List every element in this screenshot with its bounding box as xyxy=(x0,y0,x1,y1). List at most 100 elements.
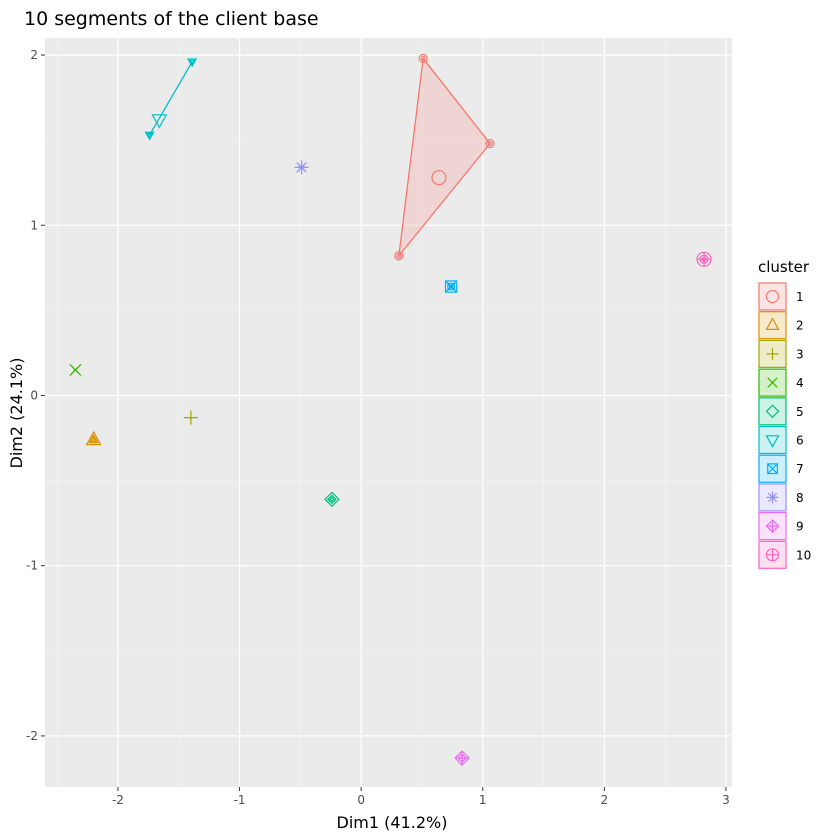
triangle-down-marker xyxy=(144,131,155,141)
legend-label-3: 3 xyxy=(796,347,804,361)
cluster-center-6 xyxy=(151,114,168,129)
legend-label-8: 8 xyxy=(796,491,804,505)
legend-item-8: 8 xyxy=(758,483,804,512)
legend-title: cluster xyxy=(758,258,810,276)
legend-item-3: 3 xyxy=(758,339,804,368)
asterisk-marker xyxy=(766,491,779,504)
circle-marker xyxy=(394,251,404,261)
plus-marker xyxy=(766,347,779,360)
cluster-center-3 xyxy=(183,410,198,425)
x-tick-label: 0 xyxy=(357,793,365,807)
legend-item-7: 7 xyxy=(758,454,804,483)
triangle-down-marker xyxy=(187,58,198,68)
triangle-down-marker xyxy=(189,59,196,66)
square-cross-marker xyxy=(767,463,778,475)
cluster-center-2 xyxy=(85,430,102,446)
square-cross-marker xyxy=(445,280,458,293)
square-cross-marker xyxy=(444,280,458,293)
grid-minor xyxy=(45,38,732,787)
legend-label-2: 2 xyxy=(796,319,804,333)
diamond-marker xyxy=(765,404,780,419)
diamond-plus-marker xyxy=(455,751,470,766)
triangle-marker xyxy=(765,317,780,330)
legend-key-6 xyxy=(758,425,787,455)
data-point-cluster-1 xyxy=(394,251,404,261)
legend-item-5: 5 xyxy=(758,397,804,426)
y-tick-label: 2 xyxy=(30,48,38,62)
legend-item-6: 6 xyxy=(758,425,804,455)
data-point-cluster-6 xyxy=(187,58,198,68)
axis-ticks xyxy=(41,54,727,791)
y-tick-label: -1 xyxy=(26,559,38,573)
cross-marker xyxy=(767,377,778,388)
legend-item-10: 10 xyxy=(758,540,811,569)
cluster-center-10 xyxy=(696,251,712,267)
legend-label-5: 5 xyxy=(796,405,804,419)
data-point-cluster-1 xyxy=(418,53,428,64)
data-point-cluster-1 xyxy=(485,138,495,149)
plot-panel xyxy=(45,38,732,787)
diamond-marker xyxy=(329,496,335,503)
data-point-cluster-5 xyxy=(327,494,337,505)
triangle-marker xyxy=(85,430,102,446)
square-cross-marker xyxy=(448,284,454,289)
cluster-center-5 xyxy=(324,491,340,508)
x-tick-label: -2 xyxy=(112,793,124,807)
x-axis-title: Dim1 (41.2%) xyxy=(337,813,448,832)
tick-labels: -2 -1 0 1 2 3 -2 -1 0 1 2 xyxy=(26,48,730,807)
square-cross-marker xyxy=(767,463,778,474)
triangle-down-marker xyxy=(146,133,153,139)
circle-marker xyxy=(431,169,447,186)
cluster-center-4 xyxy=(69,363,82,376)
circle-marker xyxy=(487,140,493,147)
circle-plus-marker xyxy=(697,252,712,267)
triangle-marker xyxy=(90,436,97,442)
legend-label-9: 9 xyxy=(796,520,804,534)
cluster-centers xyxy=(69,114,712,766)
circle-marker xyxy=(765,289,780,304)
legend-key-2 xyxy=(758,311,787,340)
circle-marker xyxy=(420,55,426,62)
grid-major xyxy=(45,38,732,787)
circle-marker xyxy=(418,53,428,64)
y-tick-label: -2 xyxy=(26,729,38,743)
legend-item-4: 4 xyxy=(758,368,804,397)
legend-label-7: 7 xyxy=(796,462,804,476)
triangle-down-marker xyxy=(765,435,780,448)
cluster-center-8 xyxy=(294,160,309,175)
square-cross-marker xyxy=(447,282,455,291)
diamond-marker xyxy=(324,491,340,508)
legend-label-4: 4 xyxy=(796,376,804,390)
cluster-center-1 xyxy=(431,169,447,186)
cluster-hull-1 xyxy=(397,56,491,259)
legend-label-10: 10 xyxy=(796,548,811,562)
cross-marker xyxy=(69,363,82,376)
diamond-marker xyxy=(327,494,337,505)
y-tick-label: 0 xyxy=(30,388,38,402)
legend-key-1 xyxy=(758,282,787,311)
x-tick-label: 3 xyxy=(722,793,730,807)
triangle-marker xyxy=(88,434,99,444)
legend-item-2: 2 xyxy=(758,311,804,340)
triangle-down-marker xyxy=(151,114,168,129)
data-point-cluster-2 xyxy=(88,434,99,444)
asterisk-marker xyxy=(294,160,309,175)
legend-key-5 xyxy=(758,397,787,426)
diamond-plus-marker xyxy=(766,520,779,533)
y-tick-label: 1 xyxy=(30,218,38,232)
legend-item-1: 1 xyxy=(758,282,804,311)
cluster-center-9 xyxy=(454,750,470,766)
legend: cluster 1 2 3 4 5 6 7 8 9 10 xyxy=(758,258,811,569)
chart-title: 10 segments of the client base xyxy=(24,8,319,30)
cluster-center-7 xyxy=(444,280,458,293)
legend-item-9: 9 xyxy=(758,511,804,541)
y-axis-title: Dim2 (24.1%) xyxy=(7,358,26,469)
plus-marker xyxy=(183,410,198,425)
x-tick-label: 2 xyxy=(601,793,609,807)
data-point-cluster-6 xyxy=(144,131,155,141)
legend-label-6: 6 xyxy=(796,434,804,448)
circle-marker xyxy=(485,138,495,149)
circle-plus-marker xyxy=(766,548,779,561)
circle-marker xyxy=(396,253,402,259)
